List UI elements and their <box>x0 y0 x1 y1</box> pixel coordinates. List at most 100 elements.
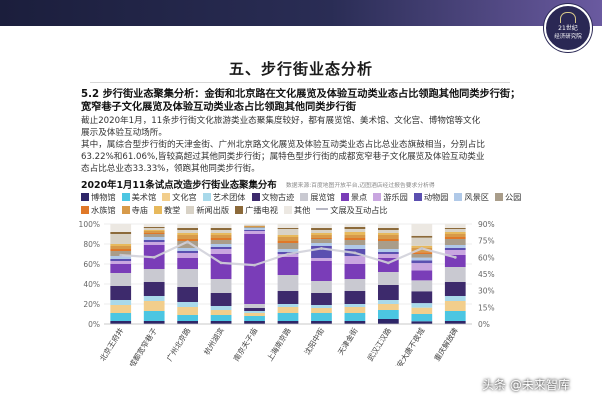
x-tick-label: 西安大唐不夜城 <box>390 325 427 366</box>
legend-swatch <box>251 193 260 201</box>
bar-segment <box>143 233 165 234</box>
bar-segment <box>311 293 332 305</box>
legend-item: 寺庙 <box>121 204 148 217</box>
line-point <box>386 261 390 265</box>
x-tick-label: 成都宽窄巷子 <box>127 325 160 366</box>
y-tick-label-right: 90% <box>478 220 495 229</box>
bar-segment <box>143 321 165 324</box>
legend-swatch <box>300 193 309 201</box>
x-tick-label: 北京王府井 <box>97 325 126 363</box>
bar-segment <box>311 281 332 293</box>
legend-item: 教堂 <box>153 204 180 217</box>
stacked-bar-chart: 0% 20% 40% 60% 80% 100% 0% 15% 30% 45% 60% 75% 90% 北京… <box>79 220 495 366</box>
bar-segment <box>311 313 332 321</box>
bar-segment <box>411 291 433 304</box>
legend-item: 展览馆 <box>300 191 335 204</box>
legend-item: 其他 <box>283 204 310 217</box>
y-tick-label-right: 45% <box>478 270 495 279</box>
legend-item: 艺术团体 <box>202 191 246 204</box>
bar-segment <box>177 230 199 233</box>
legend-swatch <box>316 208 329 211</box>
bar-segment <box>143 282 165 296</box>
bar-segment <box>377 235 399 239</box>
bar-segment <box>411 303 433 308</box>
bar-segment <box>210 233 232 235</box>
bar-segment <box>143 311 165 321</box>
bar-segment <box>444 296 466 301</box>
bar-segment <box>377 228 399 230</box>
bar-segment <box>143 224 165 227</box>
bar-segment <box>244 231 265 234</box>
bar-segment <box>377 224 399 228</box>
bar-segment <box>143 231 165 233</box>
bar-segment <box>411 263 433 271</box>
bar-segment <box>177 307 199 315</box>
chart-title: 2020年1月11条试点改造步行街业态聚集分布 <box>81 180 277 191</box>
legend-swatch <box>81 206 89 215</box>
bar-segment <box>444 229 466 232</box>
bar-segment <box>277 307 299 313</box>
bar-segment <box>143 228 165 230</box>
bar-segment <box>277 229 299 235</box>
x-tick-label: 天津金街 <box>335 325 360 356</box>
legend-item: 动物园 <box>413 191 448 204</box>
bar-segment <box>277 243 299 249</box>
bar-segment <box>110 273 132 286</box>
legend-swatch <box>202 193 211 201</box>
legend-label: 展览馆 <box>310 192 335 202</box>
bar-segment <box>344 256 366 264</box>
legend-label: 美术馆 <box>131 192 157 202</box>
x-tick-label: 杭州湖滨 <box>201 325 226 356</box>
bar-segment <box>311 321 332 324</box>
bar-segment <box>277 241 299 243</box>
headline-line-1: 5.2 步行街业态聚集分析：金街和北京路在文化展览及体验互动类业态占比领跑其他同… <box>81 89 521 100</box>
body-line-1: 截止2020年1月，11条步行街文化旅游类业态聚集度较好，都有展览馆、美术馆、文… <box>81 116 481 126</box>
bar-segment <box>110 232 132 234</box>
legend-item: 新闻出版 <box>186 204 229 217</box>
bar-segment <box>177 269 199 287</box>
bar-segment <box>110 305 132 313</box>
legend-label: 水族馆 <box>91 205 116 216</box>
logo-line-2: 经济研究院 <box>554 34 582 40</box>
bar-segment <box>143 301 165 311</box>
bar-segment <box>344 291 366 304</box>
bar-segment <box>311 305 332 308</box>
bar-segment <box>210 306 232 310</box>
bar-segment <box>210 235 232 238</box>
bar-segment <box>311 243 332 246</box>
bar-segment <box>244 308 265 311</box>
bar-segment <box>344 227 366 229</box>
bar-segment <box>377 300 399 304</box>
bar-segment <box>344 245 366 249</box>
bar-segment <box>244 304 265 308</box>
bar-segment <box>344 232 366 235</box>
x-tick-label: 广州北京路 <box>164 325 193 363</box>
bar-segment <box>311 308 332 313</box>
bar-segment <box>444 239 466 245</box>
y-tick-label-right: 30% <box>478 287 495 296</box>
bar-segment <box>177 315 199 321</box>
bar-segment <box>244 228 265 230</box>
bar-segment <box>411 280 433 292</box>
bar-segment <box>210 247 232 249</box>
legend-swatch <box>186 206 195 215</box>
y-tick-label-right: 60% <box>478 253 495 262</box>
bar-segment <box>444 228 466 229</box>
bar-segment <box>277 304 299 307</box>
legend-item: 博物馆 <box>81 191 116 204</box>
bar-segment <box>244 311 265 313</box>
bar-segment <box>177 251 199 253</box>
bar-segment <box>110 321 132 324</box>
bar-segment <box>377 272 399 285</box>
bar-segment <box>411 270 433 281</box>
bar-segment <box>344 229 366 232</box>
bar-segment <box>110 300 132 305</box>
brand-logo: 21世纪 经济研究院 <box>544 4 592 52</box>
bar-segment <box>177 233 199 235</box>
bar-segment <box>444 245 466 248</box>
bar-segment <box>377 285 399 300</box>
legend-swatch <box>340 193 349 201</box>
bar-segment <box>444 232 466 234</box>
y-tick-label-left: 60% <box>83 260 100 269</box>
logo-line-1: 21世纪 <box>558 25 578 32</box>
